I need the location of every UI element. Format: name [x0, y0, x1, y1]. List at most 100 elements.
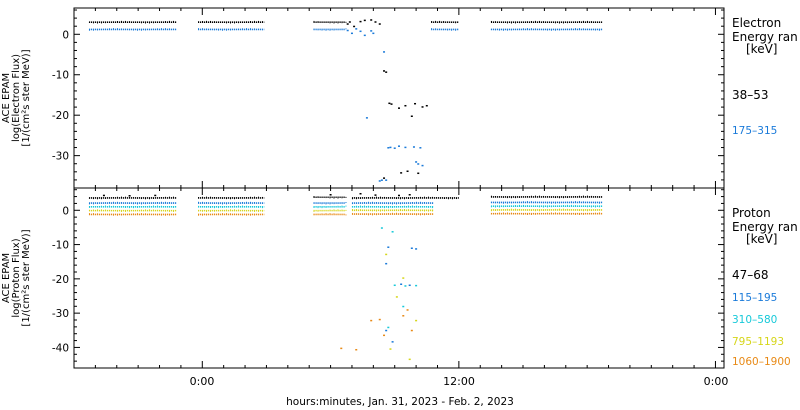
data-point	[574, 209, 576, 211]
y-axis-title-line: ACE EPAM	[1, 73, 12, 123]
data-point	[586, 201, 588, 203]
data-point	[534, 210, 536, 212]
data-point	[218, 29, 220, 31]
data-point	[370, 319, 373, 322]
data-point	[112, 210, 114, 212]
data-point	[152, 209, 154, 211]
data-point	[108, 28, 110, 30]
data-point	[554, 208, 556, 210]
data-point	[554, 29, 556, 31]
data-point	[379, 206, 381, 208]
data-point	[375, 214, 377, 216]
data-point	[385, 179, 388, 181]
data-point	[202, 210, 204, 212]
data-point	[160, 28, 162, 30]
data-point	[421, 164, 424, 167]
data-point	[598, 202, 600, 204]
data-point	[494, 212, 496, 214]
y-tick-label: -40	[52, 342, 69, 354]
data-point	[514, 205, 516, 207]
data-point	[156, 21, 158, 23]
data-point	[383, 196, 385, 198]
y-axis-title-line: [1/(cm²s ster MeV)]	[21, 49, 32, 146]
data-point	[242, 28, 244, 30]
data-point	[502, 209, 504, 211]
data-point	[582, 28, 584, 30]
data-point	[329, 194, 332, 196]
data-point	[351, 206, 353, 208]
data-point	[355, 202, 357, 204]
data-point	[230, 29, 232, 31]
data-point	[104, 214, 106, 216]
data-point	[345, 21, 347, 23]
data-point	[136, 203, 138, 205]
data-point	[116, 21, 118, 23]
data-point	[254, 196, 256, 198]
data-point	[435, 20, 437, 22]
y-tick-label: -20	[52, 110, 69, 122]
data-point	[594, 196, 596, 198]
data-point	[124, 202, 126, 204]
data-point	[210, 28, 212, 30]
data-point	[550, 202, 552, 204]
data-point	[378, 180, 381, 182]
data-point	[408, 194, 411, 196]
legend-title-line: Proton	[732, 206, 771, 220]
data-point	[329, 213, 331, 215]
data-point	[423, 196, 425, 198]
data-point	[100, 198, 102, 200]
series-0	[88, 19, 603, 179]
data-point	[410, 247, 413, 249]
data-point	[402, 315, 405, 317]
data-point	[546, 196, 548, 198]
data-point	[198, 197, 200, 199]
data-point	[582, 20, 584, 22]
data-point	[262, 21, 264, 23]
data-point	[156, 209, 158, 211]
data-point	[550, 196, 552, 198]
data-point	[455, 198, 457, 200]
data-point	[490, 20, 492, 22]
data-point	[214, 196, 216, 198]
data-point	[427, 213, 429, 215]
data-point	[96, 206, 98, 208]
data-point	[423, 210, 425, 212]
data-point	[341, 22, 343, 24]
data-point	[329, 203, 331, 205]
data-point	[490, 28, 492, 30]
data-point	[246, 214, 248, 216]
x-tick-label-0: 0:00	[190, 375, 215, 388]
data-point	[518, 201, 520, 203]
data-point	[202, 20, 204, 22]
data-point	[550, 206, 552, 208]
data-point	[341, 202, 343, 204]
data-point	[538, 213, 540, 215]
data-point	[530, 210, 532, 212]
data-point	[124, 196, 126, 198]
data-point	[415, 284, 418, 287]
data-point	[214, 21, 216, 23]
data-point	[226, 213, 228, 215]
data-point	[234, 202, 236, 204]
data-point	[250, 201, 252, 203]
y-axis-title-line: log(Electron Flux)	[11, 54, 22, 142]
data-point	[359, 197, 361, 199]
data-point	[518, 196, 520, 198]
proton-flux-panel: 0 -10 -20 -30 -40 ACE EPAM log(Proton Flux) [1/…	[1, 187, 798, 369]
data-point	[586, 213, 588, 215]
data-point	[370, 19, 373, 21]
data-point	[218, 197, 220, 199]
data-point	[104, 197, 106, 199]
data-point	[222, 21, 224, 23]
data-point	[246, 21, 248, 23]
data-point	[415, 248, 418, 250]
data-point	[435, 197, 437, 199]
data-point	[317, 29, 319, 31]
series-3	[88, 208, 603, 361]
data-point	[96, 22, 98, 24]
data-point	[313, 28, 315, 30]
data-point	[156, 197, 158, 199]
data-point	[250, 210, 252, 212]
data-point	[431, 21, 433, 23]
data-point	[526, 205, 528, 207]
